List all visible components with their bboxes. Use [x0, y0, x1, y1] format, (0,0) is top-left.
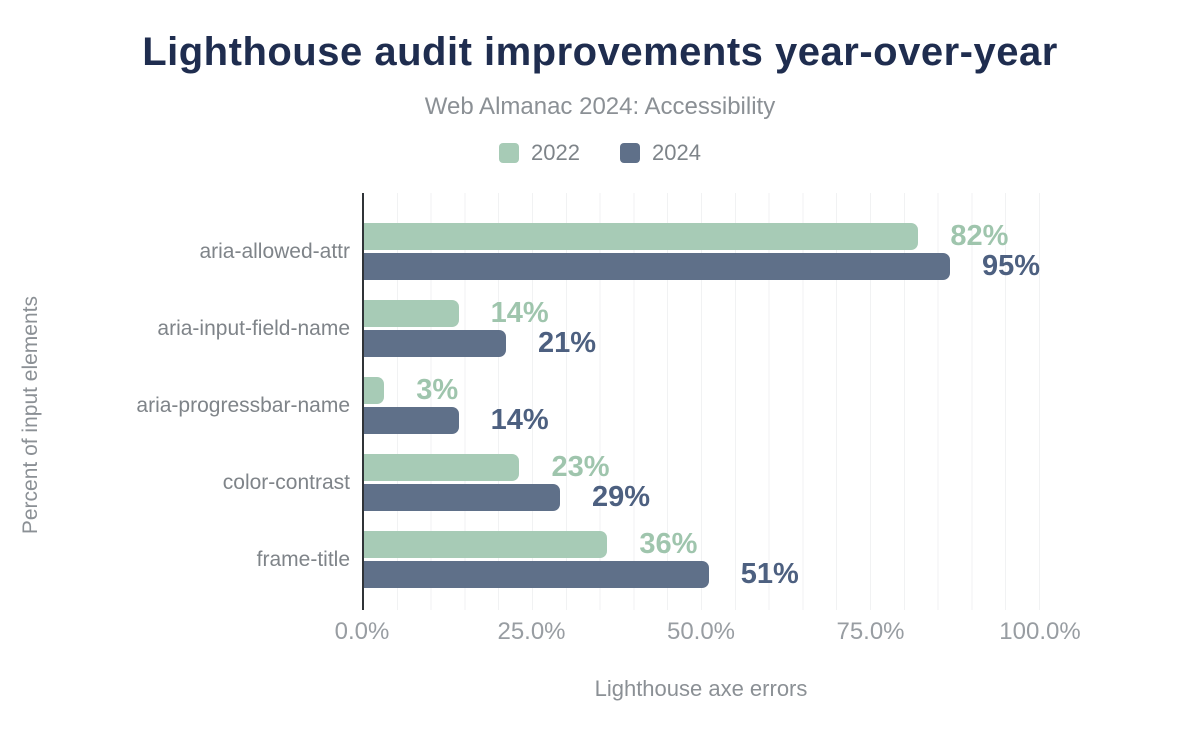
bar-2022-aria-input-field-name — [364, 300, 459, 327]
bar-group-aria-progressbar-name: aria-progressbar-name 3% 14% — [136, 374, 1040, 436]
bar-group-aria-allowed-attr: aria-allowed-attr 82% 95% — [199, 220, 1040, 282]
x-axis-title: Lighthouse axe errors — [594, 676, 808, 701]
chart-title: Lighthouse audit improvements year-over-… — [142, 30, 1058, 74]
category-label: frame-title — [256, 547, 350, 571]
bar-row-2022: 82% — [364, 220, 1040, 252]
bar-2024-color-contrast — [364, 484, 561, 511]
legend: 2022 2024 — [0, 140, 1200, 166]
bar-row-2024: 14% — [364, 404, 1040, 436]
bar-row-2022: 3% — [364, 374, 1040, 406]
category-label: aria-allowed-attr — [199, 239, 350, 263]
value-label-2022: 14% — [490, 297, 549, 329]
bar-row-2024: 21% — [364, 327, 1040, 359]
bar-group-color-contrast: color-contrast 23% 29% — [223, 451, 1040, 513]
bar-group-aria-input-field-name: aria-input-field-name 14% 21% — [157, 297, 1040, 359]
x-tick-label: 75.0% — [836, 618, 905, 645]
value-label-2022: 36% — [639, 528, 698, 560]
bar-row-2024: 95% — [364, 250, 1040, 282]
bar-2024-aria-allowed-attr — [364, 253, 950, 280]
value-label-2024: 29% — [592, 481, 651, 513]
bar-row-2022: 14% — [364, 297, 1040, 329]
value-label-2022: 82% — [950, 220, 1009, 252]
y-axis-title-wrap: Percent of input elements — [16, 200, 46, 630]
bar-row-2024: 51% — [364, 558, 1040, 590]
bar-2024-aria-progressbar-name — [364, 407, 459, 434]
bar-group-frame-title: frame-title 36% 51% — [257, 528, 1040, 590]
plot-area: aria-allowed-attr 82% 95% aria-input-field-… — [136, 193, 1040, 610]
value-label-2022: 3% — [416, 374, 459, 406]
value-label-2024: 51% — [740, 558, 799, 590]
value-label-2022: 23% — [551, 451, 610, 483]
x-tick-label: 100.0% — [999, 618, 1081, 645]
bar-row-2022: 36% — [364, 528, 1040, 560]
bar-2022-aria-progressbar-name — [364, 377, 385, 404]
bar-2022-frame-title — [364, 531, 608, 558]
value-label-2024: 21% — [537, 327, 596, 359]
bar-2024-frame-title — [364, 561, 709, 588]
category-label: color-contrast — [222, 470, 350, 494]
bar-2024-aria-input-field-name — [364, 330, 506, 357]
x-tick-label: 50.0% — [666, 618, 736, 645]
bar-2022-aria-allowed-attr — [364, 223, 919, 250]
legend-item-2022: 2022 — [499, 140, 580, 166]
x-axis-ticks: 0.0% 25.0% 50.0% 75.0% 100.0% — [335, 618, 1081, 648]
value-label-2024: 14% — [490, 404, 549, 436]
legend-item-2024: 2024 — [620, 140, 701, 166]
y-axis-title: Percent of input elements — [19, 295, 42, 535]
x-tick-label: 25.0% — [497, 618, 566, 645]
value-label-2024: 95% — [981, 250, 1040, 282]
bar-row-2024: 29% — [364, 481, 1040, 513]
chart-subtitle: Web Almanac 2024: Accessibility — [424, 93, 776, 120]
legend-label-2024: 2024 — [652, 140, 701, 165]
bar-2022-color-contrast — [364, 454, 520, 481]
category-label: aria-progressbar-name — [136, 393, 350, 417]
legend-swatch-2024 — [620, 143, 640, 163]
bar-row-2022: 23% — [364, 451, 1040, 483]
category-label: aria-input-field-name — [157, 316, 350, 340]
legend-label-2022: 2022 — [531, 140, 580, 165]
x-tick-label: 0.0% — [334, 618, 390, 645]
legend-swatch-2022 — [499, 143, 520, 163]
